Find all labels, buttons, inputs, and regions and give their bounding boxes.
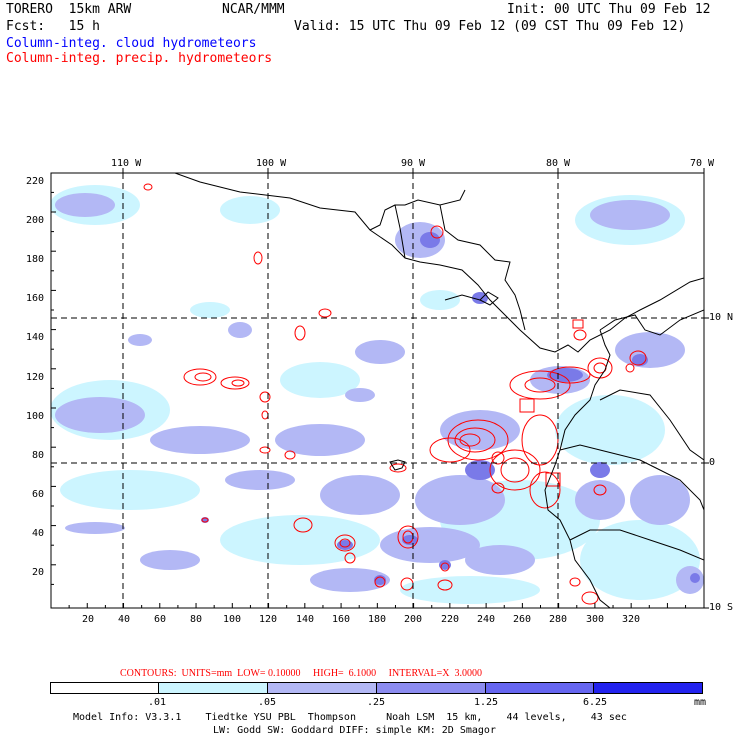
- forecast-hour: Fcst: 15 h: [6, 19, 100, 34]
- x-tick-label: 60: [154, 614, 167, 625]
- x-tick-label: 180: [368, 614, 387, 625]
- legend-value: 1.25: [474, 697, 499, 708]
- x-tick-label: 160: [332, 614, 351, 625]
- y-tick-label: 40: [32, 528, 45, 539]
- contour-info: CONTOURS: UNITS=mm LOW= 0.10000 HIGH= 6.…: [120, 668, 482, 679]
- legend-value: .25: [367, 697, 386, 708]
- legend-swatch: [267, 682, 377, 694]
- legend-swatch: [50, 682, 159, 694]
- y-tick-label: 100: [26, 411, 45, 422]
- x-tick-label: 300: [586, 614, 605, 625]
- y-tick-label: 140: [26, 332, 45, 343]
- lat-label-10n: 10 N: [709, 312, 734, 323]
- lon-label-90w: 90 W: [401, 158, 426, 169]
- axis-ticks: [51, 168, 709, 609]
- legend-swatch: [485, 682, 594, 694]
- org-label: NCAR/MMM: [222, 2, 285, 17]
- lon-label-100w: 100 W: [256, 158, 287, 169]
- cloud-shading: [51, 185, 704, 604]
- latlon-grid: [51, 173, 704, 608]
- x-tick-label: 100: [223, 614, 242, 625]
- x-tick-label: 320: [622, 614, 641, 625]
- legend-value: .01: [148, 697, 167, 708]
- model-info: Model Info: V3.3.1 Tiedtke YSU PBL Thomp…: [73, 712, 627, 723]
- y-tick-label: 80: [32, 450, 45, 461]
- lon-label-80w: 80 W: [546, 158, 571, 169]
- x-tick-label: 80: [190, 614, 203, 625]
- x-tick-label: 120: [259, 614, 278, 625]
- valid-time: Valid: 15 UTC Thu 09 Feb 12 (09 CST Thu …: [294, 19, 686, 34]
- x-tick-label: 40: [118, 614, 131, 625]
- lon-label-70w: 70 W: [690, 158, 715, 169]
- cloud-field-title: Column-integ. cloud hydrometeors: [6, 36, 257, 51]
- y-tick-label: 220: [26, 176, 45, 187]
- y-tick-label: 200: [26, 215, 45, 226]
- model-physics: LW: Godd SW: Goddard DIFF: simple KM: 2D…: [213, 725, 496, 736]
- legend-value: .05: [258, 697, 277, 708]
- y-tick-label: 180: [26, 254, 45, 265]
- lat-label-0: 0: [709, 457, 716, 468]
- y-tick-label: 60: [32, 489, 45, 500]
- legend-swatch: [593, 682, 703, 694]
- precip-field-title: Column-integ. precip. hydrometeors: [6, 51, 273, 66]
- y-tick-label: 160: [26, 293, 45, 304]
- legend-swatch: [158, 682, 268, 694]
- x-tick-label: 220: [441, 614, 460, 625]
- lon-label-110w: 110 W: [111, 158, 142, 169]
- legend-swatch: [376, 682, 486, 694]
- init-time: Init: 00 UTC Thu 09 Feb 12: [507, 2, 711, 17]
- lat-label-10s: 10 S: [709, 602, 734, 613]
- x-tick-label: 260: [513, 614, 532, 625]
- x-tick-label: 240: [477, 614, 496, 625]
- y-tick-label: 20: [32, 567, 45, 578]
- x-tick-label: 200: [404, 614, 423, 625]
- legend-value: 6.25: [583, 697, 608, 708]
- legend-unit: mm: [694, 697, 707, 708]
- precip-contours: [143, 183, 647, 605]
- x-tick-label: 280: [549, 614, 568, 625]
- model-title: TORERO 15km ARW: [6, 2, 132, 17]
- x-tick-label: 140: [296, 614, 315, 625]
- x-tick-label: 20: [82, 614, 95, 625]
- y-tick-label: 120: [26, 372, 45, 383]
